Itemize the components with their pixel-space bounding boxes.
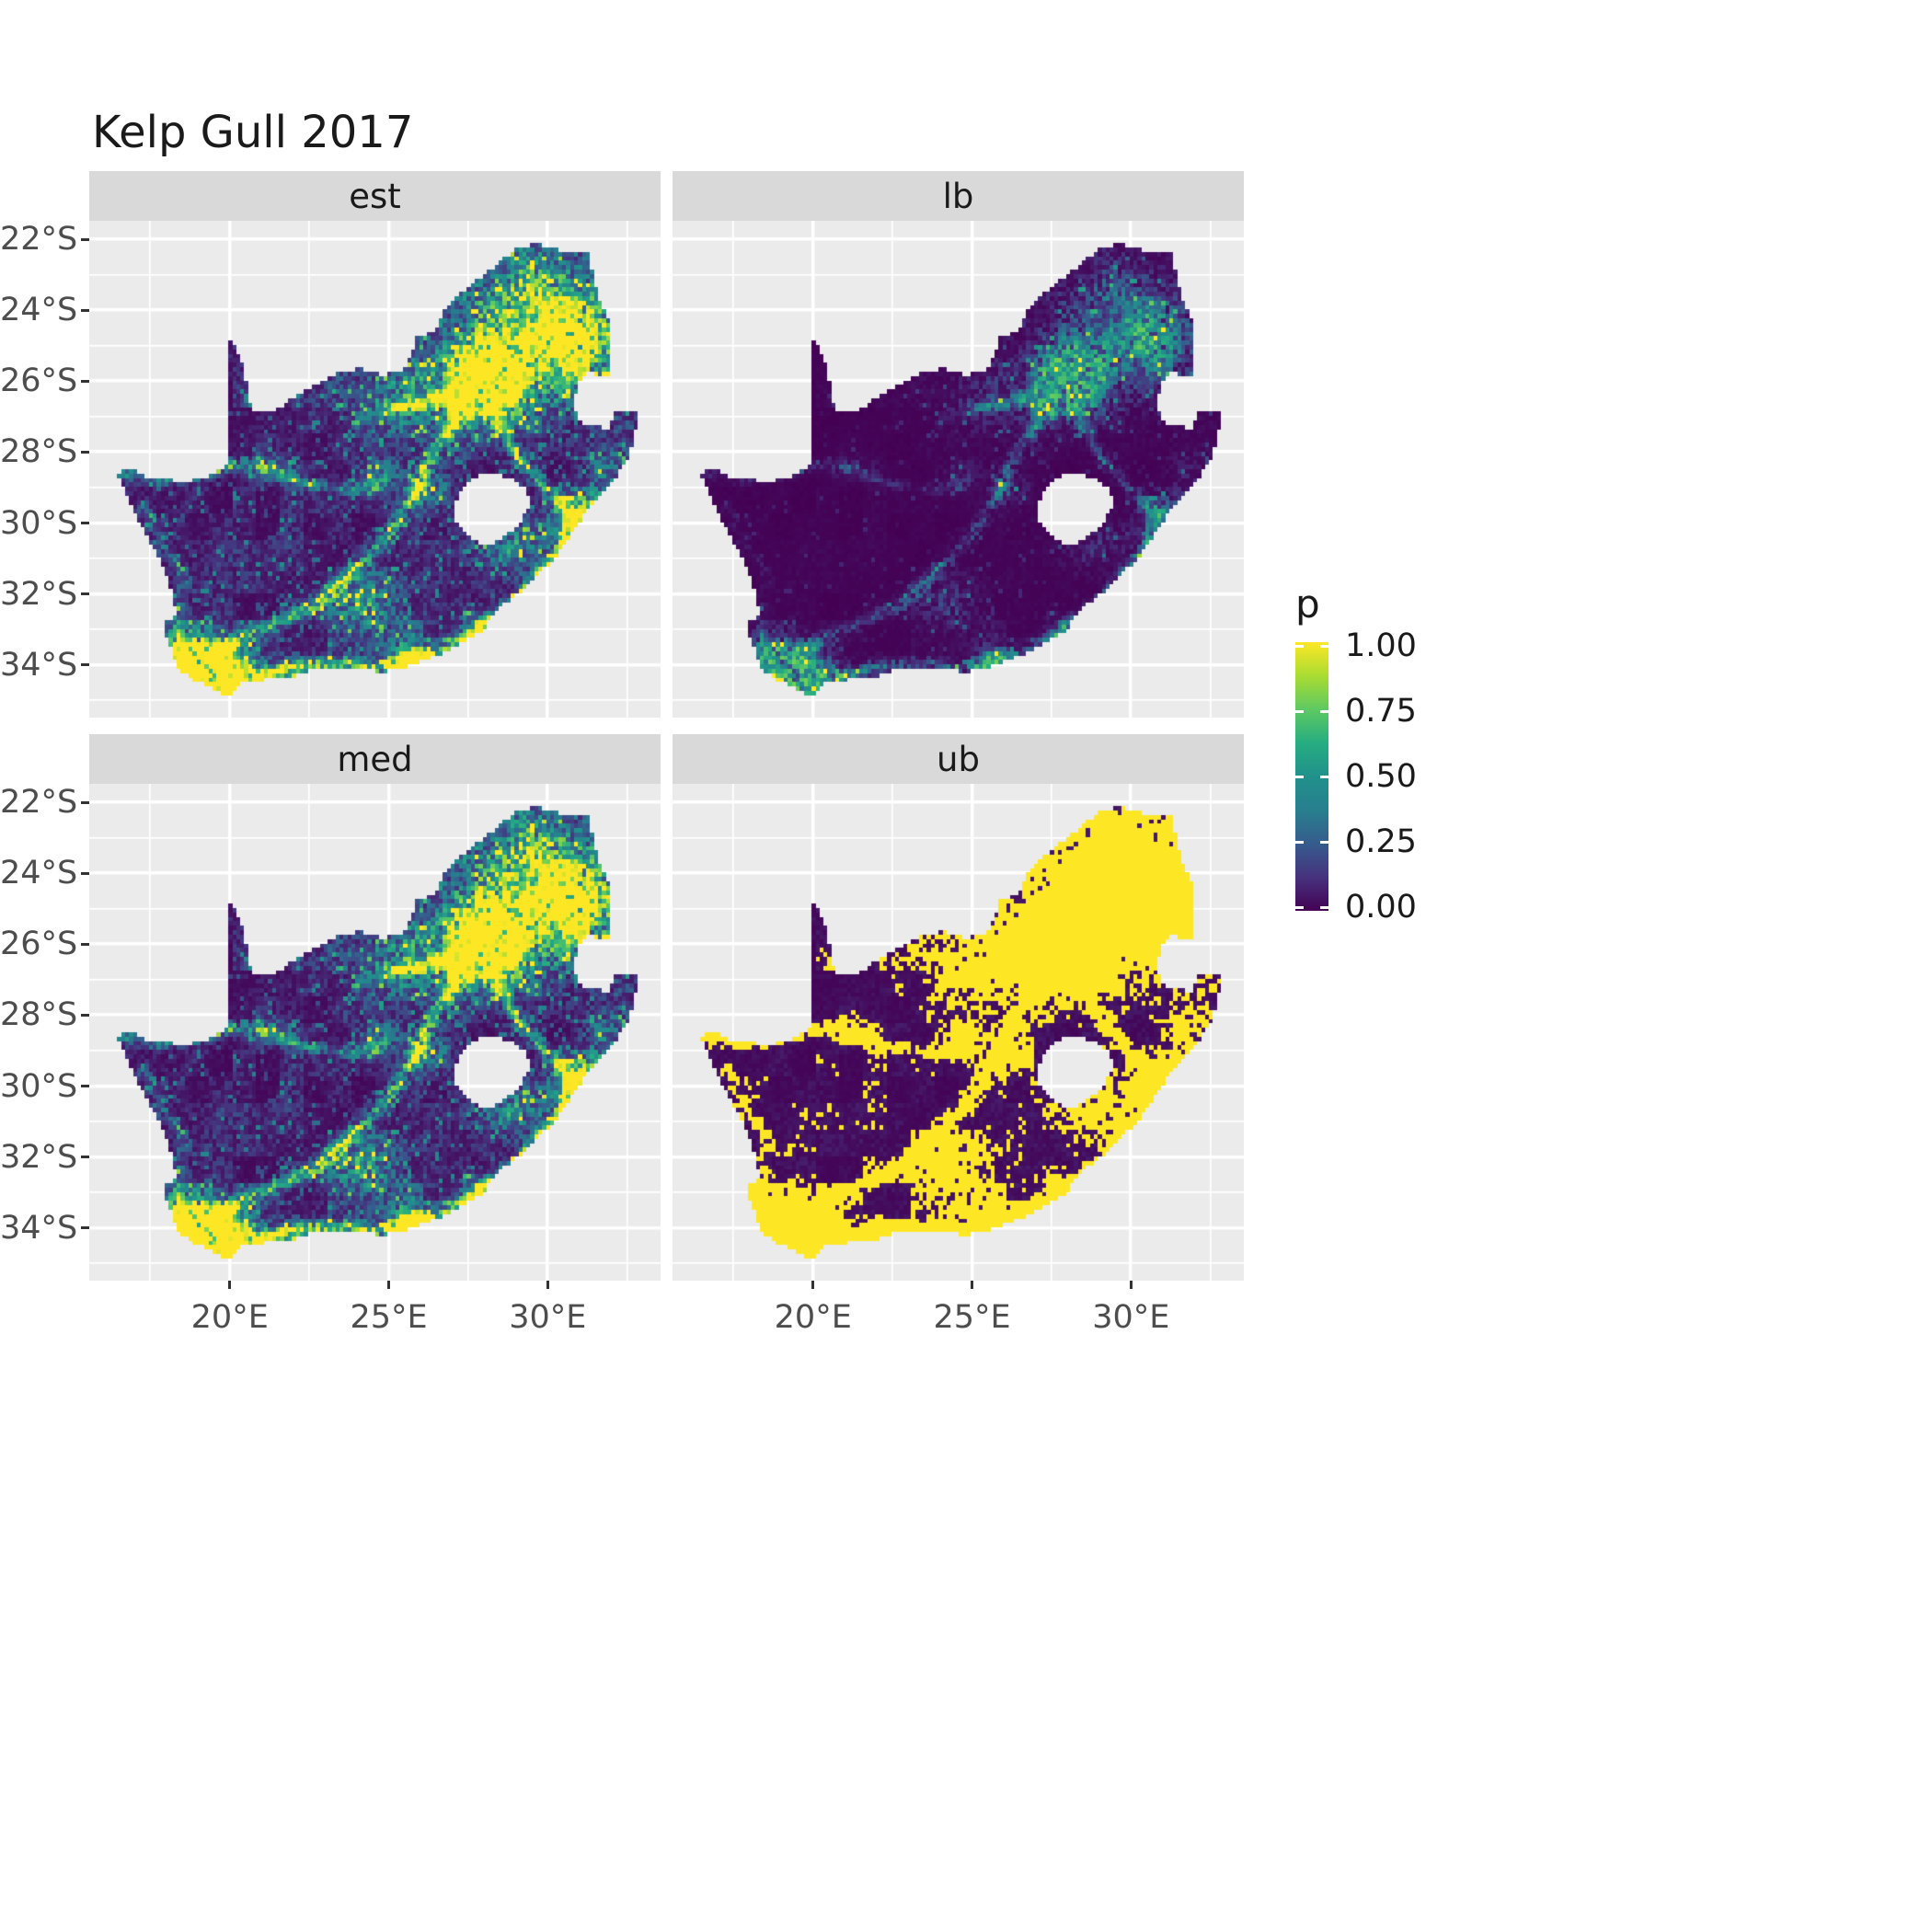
facet-panel-lb xyxy=(673,221,1244,718)
y-axis-tick xyxy=(81,800,89,804)
legend-tick-label: 0.50 xyxy=(1345,758,1417,795)
legend-tick-label: 1.00 xyxy=(1345,627,1417,664)
facet-strip-lb: lb xyxy=(673,171,1244,221)
x-axis-label: 20°E xyxy=(774,1299,852,1336)
facet-panel-med xyxy=(89,784,661,1281)
y-axis-tick xyxy=(81,592,89,596)
x-axis-tick xyxy=(228,1281,232,1289)
y-axis-label: 22°S xyxy=(0,221,78,259)
y-axis-label: 26°S xyxy=(0,362,78,400)
map-canvas-lb xyxy=(673,221,1244,718)
x-axis-tick xyxy=(387,1281,391,1289)
legend-tick-mark xyxy=(1295,905,1304,909)
y-axis-label: 32°S xyxy=(0,1138,78,1176)
x-axis-label: 25°E xyxy=(350,1299,428,1336)
y-axis-label: 24°S xyxy=(0,855,78,892)
x-axis-tick xyxy=(546,1281,549,1289)
facet-strip-label-est: est xyxy=(349,176,401,216)
y-axis-label: 28°S xyxy=(0,996,78,1034)
map-canvas-med xyxy=(89,784,661,1281)
legend-tick-mark xyxy=(1295,644,1304,648)
facet-panel-est xyxy=(89,221,661,718)
legend-tick-mark xyxy=(1320,775,1328,778)
y-axis-label: 22°S xyxy=(0,784,78,822)
y-axis-tick xyxy=(81,522,89,525)
y-axis-label: 26°S xyxy=(0,926,78,963)
legend-tick-mark xyxy=(1295,840,1304,844)
legend-title: p xyxy=(1295,581,1320,627)
y-axis-tick xyxy=(81,379,89,383)
facet-strip-ub: ub xyxy=(673,734,1244,784)
y-axis-tick xyxy=(81,1085,89,1088)
legend-tick-mark xyxy=(1295,709,1304,713)
map-canvas-est xyxy=(89,221,661,718)
facet-strip-label-ub: ub xyxy=(937,739,980,779)
legend-tick-mark xyxy=(1320,709,1328,713)
y-axis-tick xyxy=(81,942,89,946)
facet-strip-label-lb: lb xyxy=(942,176,974,216)
y-axis-tick xyxy=(81,237,89,241)
legend-tick-label: 0.25 xyxy=(1345,823,1417,860)
y-axis-label: 34°S xyxy=(0,1209,78,1247)
facet-strip-est: est xyxy=(89,171,661,221)
legend-tick-label: 0.00 xyxy=(1345,889,1417,926)
y-axis-label: 24°S xyxy=(0,292,78,329)
y-axis-tick xyxy=(81,1226,89,1230)
facet-panel-ub xyxy=(673,784,1244,1281)
legend-tick-mark xyxy=(1295,775,1304,778)
legend-tick-mark xyxy=(1320,840,1328,844)
y-axis-tick xyxy=(81,308,89,312)
y-axis-label: 30°S xyxy=(0,1067,78,1105)
y-axis-tick xyxy=(81,1013,89,1017)
facet-strip-med: med xyxy=(89,734,661,784)
legend-tick-mark xyxy=(1320,905,1328,909)
y-axis-tick xyxy=(81,663,89,667)
y-axis-label: 32°S xyxy=(0,575,78,613)
x-axis-label: 30°E xyxy=(509,1299,587,1336)
x-axis-tick xyxy=(811,1281,815,1289)
legend-tick-mark xyxy=(1320,644,1328,648)
x-axis-label: 30°E xyxy=(1092,1299,1170,1336)
x-axis-tick xyxy=(1129,1281,1133,1289)
facet-strip-label-med: med xyxy=(337,739,413,779)
x-axis-label: 20°E xyxy=(190,1299,269,1336)
y-axis-tick xyxy=(81,871,89,875)
legend-tick-label: 0.75 xyxy=(1345,693,1417,730)
y-axis-label: 34°S xyxy=(0,646,78,684)
map-canvas-ub xyxy=(673,784,1244,1281)
plot-title: Kelp Gull 2017 xyxy=(92,107,414,158)
y-axis-label: 28°S xyxy=(0,433,78,471)
y-axis-label: 30°S xyxy=(0,504,78,542)
x-axis-label: 25°E xyxy=(933,1299,1011,1336)
y-axis-tick xyxy=(81,450,89,454)
y-axis-tick xyxy=(81,1156,89,1159)
x-axis-tick xyxy=(971,1281,974,1289)
